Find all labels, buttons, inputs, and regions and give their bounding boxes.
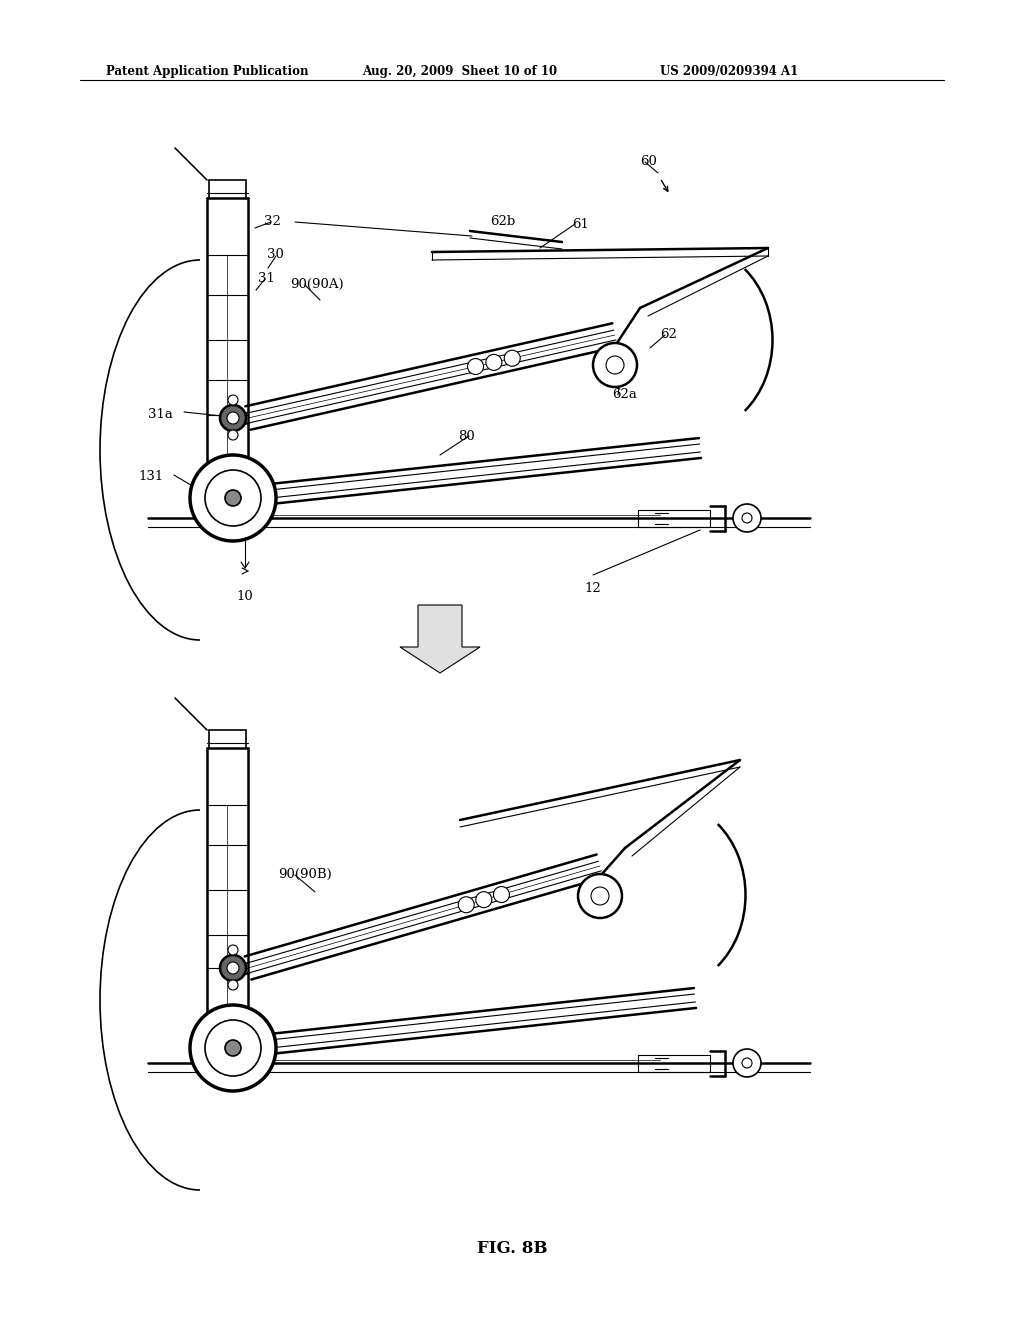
Circle shape (468, 359, 483, 375)
Circle shape (593, 343, 637, 387)
Text: US 2009/0209394 A1: US 2009/0209394 A1 (660, 65, 799, 78)
Circle shape (504, 350, 520, 366)
Circle shape (486, 354, 502, 371)
Text: 61: 61 (572, 218, 589, 231)
Circle shape (228, 979, 238, 990)
Circle shape (459, 896, 474, 912)
Circle shape (494, 887, 510, 903)
Text: 62b: 62b (490, 215, 515, 228)
Circle shape (227, 412, 239, 424)
Circle shape (591, 887, 609, 906)
Circle shape (228, 945, 238, 954)
Text: 30: 30 (267, 248, 284, 261)
Circle shape (225, 1040, 241, 1056)
Circle shape (228, 430, 238, 440)
Circle shape (228, 395, 238, 405)
Text: 31: 31 (258, 272, 274, 285)
Text: 60: 60 (640, 154, 656, 168)
Text: 62a: 62a (612, 388, 637, 401)
Text: 32: 32 (264, 215, 281, 228)
Circle shape (606, 356, 624, 374)
Text: 12: 12 (585, 582, 601, 595)
Text: 10: 10 (237, 590, 253, 603)
Text: 131: 131 (138, 470, 163, 483)
Circle shape (733, 1049, 761, 1077)
Circle shape (220, 405, 246, 432)
Circle shape (190, 1005, 276, 1092)
Circle shape (205, 470, 261, 525)
Circle shape (578, 874, 622, 917)
Circle shape (476, 892, 492, 908)
Circle shape (227, 962, 239, 974)
Text: 31a: 31a (148, 408, 173, 421)
Text: Patent Application Publication: Patent Application Publication (106, 65, 308, 78)
Circle shape (205, 1020, 261, 1076)
Circle shape (733, 504, 761, 532)
Text: 90(90B): 90(90B) (278, 869, 332, 880)
Circle shape (742, 1059, 752, 1068)
Text: Aug. 20, 2009  Sheet 10 of 10: Aug. 20, 2009 Sheet 10 of 10 (362, 65, 557, 78)
Text: 90(90A): 90(90A) (290, 279, 344, 290)
Circle shape (220, 954, 246, 981)
Text: 62: 62 (660, 327, 677, 341)
Text: 80: 80 (458, 430, 475, 444)
Text: FIG. 8B: FIG. 8B (477, 1239, 547, 1257)
Circle shape (225, 490, 241, 506)
Circle shape (190, 455, 276, 541)
Circle shape (742, 513, 752, 523)
Polygon shape (400, 605, 480, 673)
